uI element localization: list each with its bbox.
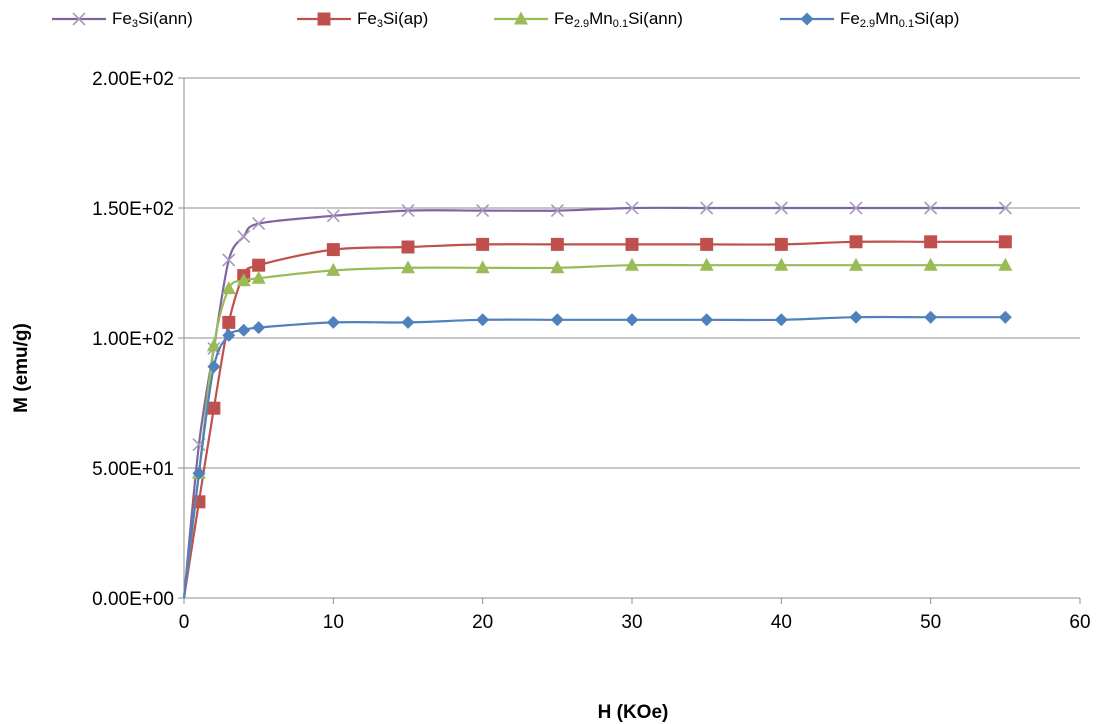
- data-point-s2: [206, 338, 221, 352]
- data-point-s2: [625, 257, 639, 271]
- data-point-s1: [550, 237, 564, 251]
- data-point-s2: [998, 257, 1013, 271]
- legend-label-fe29mn01si-ann: Fe2.9Mn0.1Si(ann): [554, 9, 683, 30]
- data-point-s1: [924, 235, 938, 249]
- legend-swatch-fe29mn01si-ap: [780, 12, 834, 26]
- data-point-s1: [326, 243, 340, 257]
- series-line-1: [182, 240, 1006, 599]
- legend-label-fe29mn01si-ap: Fe2.9Mn0.1Si(ap): [840, 9, 960, 30]
- data-point-s3: [476, 313, 490, 327]
- data-point-s2: [550, 260, 565, 274]
- y-tick-label: 5.00E+01: [92, 459, 174, 480]
- data-point-s0: [550, 204, 564, 218]
- data-point-s3: [326, 315, 340, 329]
- data-point-s2: [221, 281, 236, 295]
- data-point-s1: [774, 237, 788, 251]
- data-point-s0: [401, 204, 415, 218]
- legend-item-fe3si-ann: Fe3Si(ann): [50, 4, 193, 34]
- data-point-s3: [849, 310, 863, 324]
- data-point-s0: [625, 201, 639, 215]
- y-axis-title: M (emu/g): [11, 323, 32, 413]
- data-point-s0: [849, 201, 863, 215]
- x-tick-label: 40: [771, 612, 792, 633]
- series-line-2: [182, 263, 1006, 599]
- data-point-s0: [998, 201, 1012, 215]
- data-point-s0: [774, 201, 788, 215]
- x-axis-title: H (KOe): [598, 702, 669, 723]
- legend-label-fe3si-ann: Fe3Si(ann): [112, 9, 193, 30]
- data-point-s0: [252, 217, 266, 231]
- data-point-s3: [237, 323, 251, 337]
- data-point-s2: [326, 262, 341, 276]
- data-point-s3: [625, 313, 639, 327]
- y-tick-label: 2.00E+02: [92, 69, 174, 90]
- x-tick-label: 0: [179, 612, 190, 633]
- data-point-s1: [207, 401, 221, 415]
- series-layer: [182, 201, 1013, 599]
- legend-swatch-fe29mn01si-ann: [494, 11, 548, 25]
- data-point-s0: [222, 253, 236, 267]
- data-point-s1: [849, 235, 863, 249]
- axes-layer: [178, 77, 1081, 604]
- data-point-s1: [222, 315, 236, 329]
- x-tick-label: 20: [472, 612, 493, 633]
- data-point-s3: [998, 310, 1012, 324]
- y-tick-label: 0.00E+00: [92, 589, 174, 610]
- data-point-s2: [849, 257, 863, 271]
- legend-marker: [514, 11, 528, 25]
- grid-layer: [184, 77, 1080, 469]
- legend-marker: [800, 12, 814, 26]
- legend-swatch-fe3si-ap: [297, 12, 351, 26]
- data-point-s3: [550, 313, 564, 327]
- legend-item-fe3si-ap: Fe3Si(ap): [295, 4, 428, 34]
- x-tick-label: 10: [323, 612, 344, 633]
- data-point-s1: [998, 235, 1012, 249]
- data-point-s0: [237, 230, 251, 244]
- data-point-s3: [252, 321, 266, 335]
- data-point-s3: [924, 310, 938, 324]
- data-point-s2: [923, 257, 938, 271]
- data-point-s3: [401, 315, 415, 329]
- legend-item-fe29mn01si-ap: Fe2.9Mn0.1Si(ap): [778, 4, 959, 34]
- data-point-s1: [700, 237, 714, 251]
- data-point-s0: [326, 209, 340, 223]
- data-point-s3: [207, 360, 221, 374]
- data-point-s3: [774, 313, 788, 327]
- data-point-s2: [236, 273, 251, 287]
- y-tick-label: 1.00E+02: [92, 329, 174, 350]
- series-line-3: [182, 315, 1006, 599]
- data-point-s2: [475, 260, 490, 274]
- data-point-s0: [476, 204, 490, 218]
- data-point-s2: [774, 257, 789, 271]
- chart-legend: Fe3Si(ann) Fe3Si(ap) Fe2.9Mn0.1Si(ann) F…: [0, 0, 1100, 40]
- legend-label-fe3si-ap: Fe3Si(ap): [357, 9, 429, 30]
- data-point-s3: [700, 313, 714, 327]
- data-point-s0: [700, 201, 714, 215]
- legend-item-fe29mn01si-ann: Fe2.9Mn0.1Si(ann): [492, 4, 683, 34]
- legend-marker: [317, 12, 331, 26]
- data-point-s2: [251, 270, 266, 284]
- y-tick-label: 1.50E+02: [92, 199, 174, 220]
- data-point-s2: [401, 260, 415, 274]
- data-point-s3: [192, 466, 206, 480]
- x-tick-label: 50: [920, 612, 941, 633]
- data-point-s1: [252, 258, 266, 272]
- data-point-s1: [476, 237, 490, 251]
- data-point-s3: [222, 328, 236, 342]
- ticks-layer: 0.00E+00 5.00E+01 1.00E+02 1.50E+02 2.00E+02…: [92, 69, 1090, 633]
- legend-marker: [72, 12, 86, 26]
- x-tick-label: 30: [621, 612, 642, 633]
- data-point-s1: [625, 237, 639, 251]
- x-tick-label: 60: [1069, 612, 1090, 633]
- data-point-s0: [924, 201, 938, 215]
- legend-swatch-fe3si-ann: [52, 12, 106, 26]
- data-point-s1: [401, 240, 415, 254]
- data-point-s2: [699, 257, 714, 271]
